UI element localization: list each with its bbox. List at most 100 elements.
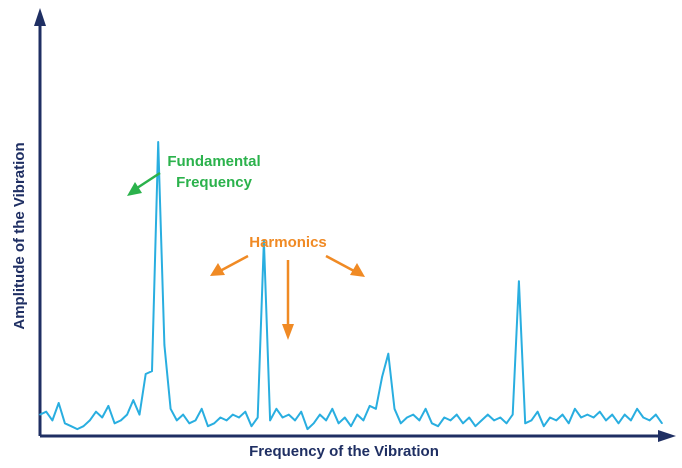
spectrum-point bbox=[64, 422, 66, 425]
spectrum-point bbox=[599, 410, 601, 413]
spectrum-point bbox=[574, 408, 576, 410]
spectrum-point bbox=[57, 402, 60, 404]
spectrum-point bbox=[225, 419, 228, 422]
spectrum-point bbox=[39, 413, 41, 416]
spectrum-point bbox=[499, 416, 502, 419]
spectrum-point bbox=[132, 399, 135, 401]
spectrum-point bbox=[412, 413, 415, 416]
spectrum-point bbox=[586, 413, 589, 416]
spectrum-point bbox=[232, 413, 234, 416]
spectrum-point bbox=[592, 416, 595, 419]
spectrum-point bbox=[337, 422, 340, 425]
spectrum-point bbox=[611, 413, 613, 416]
spectrum-point bbox=[76, 428, 79, 430]
spectrum-point bbox=[182, 413, 184, 416]
spectrum-point bbox=[250, 425, 253, 428]
spectrum-point bbox=[524, 422, 526, 425]
spectrum-point bbox=[70, 425, 72, 428]
spectrum-point bbox=[319, 413, 321, 416]
spectrum-point bbox=[431, 422, 433, 425]
spectrum-point bbox=[418, 419, 421, 422]
spectrum-point bbox=[194, 419, 197, 422]
spectrum-point bbox=[655, 413, 657, 416]
spectrum-point bbox=[642, 416, 645, 419]
spectrum-point bbox=[474, 425, 477, 428]
spectrum-point bbox=[176, 419, 178, 422]
spectrum-point bbox=[169, 408, 172, 410]
spectrum-point bbox=[157, 141, 159, 143]
spectrum-point bbox=[269, 419, 271, 422]
spectrum-point bbox=[126, 413, 128, 416]
spectrum-point bbox=[331, 408, 334, 410]
fundamental-label-line2: Frequency bbox=[176, 174, 253, 191]
spectrum-point bbox=[437, 425, 439, 428]
spectrum-point bbox=[219, 416, 222, 419]
spectrum-point bbox=[636, 408, 638, 410]
spectrum-point bbox=[45, 410, 47, 413]
spectrum-point bbox=[344, 416, 346, 419]
harmonics-label: Harmonics bbox=[249, 234, 327, 251]
spectrum-point bbox=[188, 422, 191, 425]
spectrum-point bbox=[381, 376, 383, 378]
spectrum-point bbox=[387, 352, 390, 355]
spectrum-point bbox=[101, 416, 103, 419]
harmonics-arrow-right bbox=[325, 254, 365, 277]
spectrum-point bbox=[281, 416, 284, 419]
spectrum-point bbox=[288, 413, 290, 416]
spectrum-point bbox=[275, 408, 278, 410]
spectrum-point bbox=[493, 419, 495, 422]
spectrum-point bbox=[623, 413, 626, 416]
spectrum-point bbox=[306, 428, 309, 430]
spectrum-point bbox=[368, 405, 371, 407]
spectrum-point bbox=[555, 419, 558, 422]
spectrum-point bbox=[362, 419, 365, 422]
harmonics-arrow-left bbox=[210, 254, 249, 276]
spectrum-point bbox=[505, 422, 508, 425]
spectrum-point bbox=[51, 419, 54, 422]
harmonics-arrow-middle bbox=[282, 260, 294, 340]
spectrum-point bbox=[648, 419, 651, 422]
spectrum-points bbox=[39, 141, 663, 430]
spectrum-point bbox=[350, 425, 352, 428]
spectrum-point bbox=[95, 410, 97, 413]
spectrum-point bbox=[207, 425, 209, 428]
spectrum-point bbox=[424, 408, 427, 410]
spectrum-point bbox=[107, 405, 110, 407]
spectrum-point bbox=[400, 422, 402, 425]
spectrum-point bbox=[536, 410, 539, 413]
spectrum-point bbox=[455, 413, 458, 416]
spectrum-point bbox=[511, 413, 514, 416]
spectrum-point bbox=[549, 416, 551, 419]
spectrum-point bbox=[82, 425, 85, 428]
spectrum-point bbox=[300, 410, 303, 413]
x-axis-arrowhead bbox=[658, 430, 676, 442]
spectrum-point bbox=[630, 419, 632, 422]
spectrum-point bbox=[561, 413, 564, 416]
spectrum-point bbox=[312, 422, 315, 425]
spectrum-point bbox=[605, 419, 607, 422]
spectrum-point bbox=[256, 416, 259, 419]
spectrum-point bbox=[567, 422, 570, 425]
spectrum-point bbox=[200, 408, 203, 410]
spectrum-point bbox=[151, 370, 153, 372]
x-axis-label: Frequency of the Vibration bbox=[249, 443, 439, 460]
fundamental-label-line1: Fundamental bbox=[167, 153, 260, 170]
spectrum-point bbox=[163, 344, 166, 346]
spectrum-point bbox=[294, 419, 296, 422]
spectrum-point bbox=[393, 408, 396, 410]
spectrum-point bbox=[356, 413, 359, 416]
spectrum-point bbox=[518, 280, 520, 283]
spectrum-point bbox=[617, 422, 620, 425]
spectrum-point bbox=[580, 416, 582, 419]
spectrum-point bbox=[449, 419, 452, 422]
spectrum-point bbox=[543, 425, 545, 428]
spectrum-point bbox=[144, 373, 147, 375]
y-axis-label: Amplitude of the Vibration bbox=[11, 142, 28, 329]
spectrum-point bbox=[238, 416, 240, 419]
spectrum-point bbox=[89, 419, 91, 422]
spectrum-point bbox=[487, 413, 489, 416]
spectrum-point bbox=[468, 416, 471, 419]
spectrum-point bbox=[138, 413, 141, 416]
